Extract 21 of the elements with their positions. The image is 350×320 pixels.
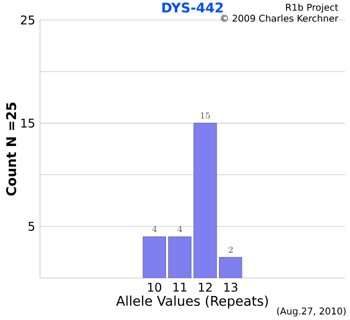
data-label: 4 [177,226,182,232]
y-tick-label: 25 [20,15,34,25]
data-label: 4 [152,226,157,232]
y-tick-label: 5 [28,222,34,231]
y-tick-label: 15 [21,118,34,128]
y-axis-title: Count N =25 [6,102,16,196]
x-axis-title: Allele Values (Repeats) [116,296,268,309]
chart-title: DYS-442 [162,2,223,13]
x-tick-label: 13 [224,282,238,292]
annotation: © 2009 Charles Kerchner [220,14,338,22]
text: (Aug.27, 2010) [277,307,346,316]
text: R1b Project [286,4,338,13]
x-tick-label: 10 [148,282,162,292]
bar [168,236,192,278]
bar [142,236,166,278]
bar [219,257,242,278]
x-tick-label: 11 [173,282,186,292]
data-label: 15 [200,112,210,119]
x-tick-label: 12 [198,282,212,292]
data-label: 2 [228,246,233,253]
bar [194,122,217,278]
